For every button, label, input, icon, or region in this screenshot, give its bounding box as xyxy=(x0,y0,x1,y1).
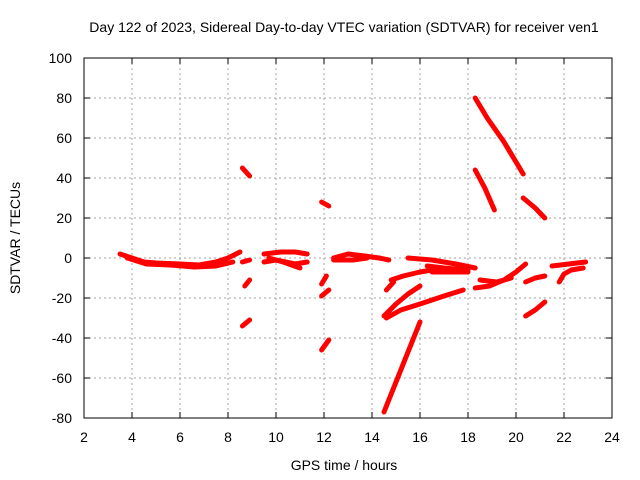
data-track-track-12 xyxy=(319,287,332,299)
x-tick-label: 24 xyxy=(604,429,620,445)
data-track-track-30 xyxy=(523,299,548,319)
y-tick-label: -40 xyxy=(52,330,72,346)
x-tick-label: 16 xyxy=(412,429,428,445)
data-track-track-6 xyxy=(239,257,253,265)
y-tick-label: -20 xyxy=(52,290,72,306)
data-track-track-7 xyxy=(261,249,310,257)
x-tick-label: 20 xyxy=(508,429,524,445)
grid xyxy=(84,58,612,418)
y-tick-label: 100 xyxy=(49,50,73,66)
data-track-track-27 xyxy=(477,275,514,285)
data-track-track-5 xyxy=(239,317,253,329)
data-track-track-2 xyxy=(124,255,236,270)
x-tick-labels: 2 4 6 8 10 12 14 16 18 20 22 24 xyxy=(80,429,620,445)
data-track-track-19 xyxy=(383,279,397,293)
data-track-track-16 xyxy=(381,319,423,415)
x-tick-label: 12 xyxy=(316,429,332,445)
y-tick-label: -60 xyxy=(52,370,72,386)
plot-frame xyxy=(83,57,613,419)
x-tick-label: 18 xyxy=(460,429,476,445)
data-track-track-28 xyxy=(520,195,548,221)
x-tick-label: 14 xyxy=(364,429,380,445)
data-track-track-21 xyxy=(405,255,478,271)
y-tick-label: 20 xyxy=(56,210,72,226)
data-track-track-10 xyxy=(319,199,332,209)
data-track-track-9 xyxy=(266,255,303,271)
y-tick-label: 40 xyxy=(56,170,72,186)
data-track-track-26 xyxy=(472,261,529,291)
x-tick-label: 4 xyxy=(128,429,136,445)
series-layer xyxy=(117,95,589,415)
axis-ticks xyxy=(83,57,613,419)
data-track-track-13 xyxy=(319,337,332,353)
x-tick-label: 22 xyxy=(556,429,572,445)
data-track-track-31 xyxy=(556,265,586,285)
y-tick-labels: 100 80 60 40 20 0 -20 -40 -60 -80 xyxy=(49,50,73,426)
data-track-track-32 xyxy=(549,259,589,269)
y-axis-label: SDTVAR / TECUs xyxy=(7,182,23,294)
chart-title: Day 122 of 2023, Sidereal Day-to-day VTE… xyxy=(89,19,599,35)
x-tick-label: 10 xyxy=(268,429,284,445)
data-track-track-15 xyxy=(331,255,370,263)
data-track-track-18 xyxy=(383,287,466,321)
data-track-track-3 xyxy=(239,165,253,179)
data-track-track-24 xyxy=(472,95,526,177)
y-tick-label: 60 xyxy=(56,130,72,146)
data-track-track-20 xyxy=(388,267,435,283)
x-tick-label: 2 xyxy=(80,429,88,445)
data-track-track-4 xyxy=(242,277,253,289)
data-track-track-11 xyxy=(319,273,329,287)
data-track-track-17 xyxy=(381,283,423,319)
data-track-track-22 xyxy=(424,263,471,273)
x-tick-label: 8 xyxy=(224,429,232,445)
data-track-track-29 xyxy=(523,273,548,285)
y-tick-label: 80 xyxy=(56,90,72,106)
y-tick-label: 0 xyxy=(64,250,72,266)
x-axis-label: GPS time / hours xyxy=(291,457,398,473)
data-track-track-25 xyxy=(472,167,497,213)
x-tick-label: 6 xyxy=(176,429,184,445)
y-tick-label: -80 xyxy=(52,410,72,426)
